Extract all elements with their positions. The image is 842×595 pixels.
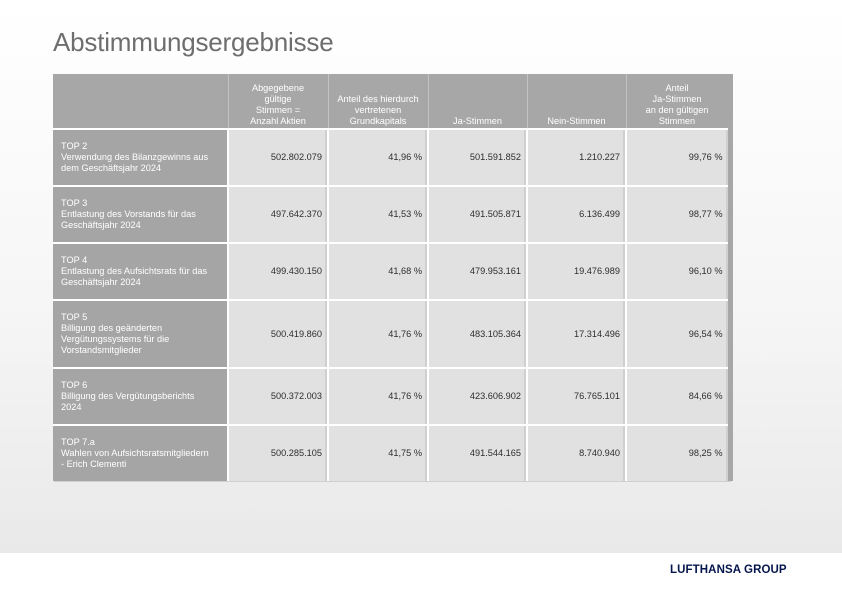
header-item — [53, 74, 228, 129]
anteil-cell: 41,53 % — [327, 185, 428, 243]
agenda-item-text: - Erich Clementi — [61, 459, 127, 469]
agenda-item-number: TOP 2 — [61, 141, 88, 151]
header-line: Anteil des hierdurch — [337, 94, 419, 104]
nein-stimmen-cell: 19.476.989 — [526, 242, 626, 300]
agenda-item-number: TOP 6 — [61, 380, 88, 390]
ja-anteil-cell: 96,54 % — [625, 299, 733, 368]
ja-anteil-cell: 84,66 % — [625, 367, 733, 425]
agenda-item-text: Entlastung des Vorstands für das — [61, 209, 196, 219]
ja-anteil-cell: 99,76 % — [625, 128, 733, 186]
ja-anteil-cell: 98,77 % — [625, 185, 733, 243]
agenda-item-label: TOP 5 Billigung des geänderten Vergütung… — [53, 299, 228, 368]
ja-anteil-cell: 98,25 % — [625, 424, 733, 481]
agenda-item-text: Vorstandsmitglieder — [61, 345, 142, 355]
agenda-item-label: TOP 2 Verwendung des Bilanzgewinns aus d… — [53, 128, 228, 186]
agenda-item-text: Verwendung des Bilanzgewinns aus — [61, 152, 209, 162]
header-line: Stimmen — [658, 116, 696, 126]
header-nein-stimmen: Nein-Stimmen — [526, 74, 626, 129]
table-row: TOP 7.a Wahlen von Aufsichtsratsmitglied… — [53, 424, 733, 481]
header-line: Nein-Stimmen — [547, 116, 606, 126]
stimmen-cell: 500.419.860 — [227, 299, 328, 368]
agenda-item-text: Entlastung des Aufsichtsrats für das — [61, 266, 208, 276]
ja-stimmen-cell: 423.606.902 — [427, 367, 527, 425]
agenda-item-label: TOP 6 Billigung des Vergütungsberichts 2… — [53, 367, 228, 425]
agenda-item-text: Wahlen von Aufsichtsratsmitgliedern — [61, 448, 209, 458]
agenda-item-text: Geschäftsjahr 2024 — [61, 277, 141, 287]
stimmen-cell: 497.642.370 — [227, 185, 328, 243]
nein-stimmen-cell: 8.740.940 — [526, 424, 626, 481]
stimmen-cell: 500.372.003 — [227, 367, 328, 425]
header-line: an den gültigen — [645, 105, 709, 115]
footer-bar — [0, 553, 842, 595]
ja-stimmen-cell: 479.953.161 — [427, 242, 527, 300]
anteil-cell: 41,68 % — [327, 242, 428, 300]
header-line: Ja-Stimmen — [452, 116, 502, 126]
agenda-item-text: Billigung des Vergütungsberichts — [61, 391, 195, 401]
agenda-item-text: 2024 — [61, 402, 82, 412]
agenda-item-text: Geschäftsjahr 2024 — [61, 220, 141, 230]
nein-stimmen-cell: 6.136.499 — [526, 185, 626, 243]
nein-stimmen-cell: 1.210.227 — [526, 128, 626, 186]
anteil-cell: 41,76 % — [327, 367, 428, 425]
table-row: TOP 6 Billigung des Vergütungsberichts 2… — [53, 367, 733, 425]
stimmen-cell: 499.430.150 — [227, 242, 328, 300]
agenda-item-number: TOP 7.a — [61, 437, 95, 447]
header-line: vertretenen — [354, 105, 402, 115]
nein-stimmen-cell: 76.765.101 — [526, 367, 626, 425]
table-row: TOP 2 Verwendung des Bilanzgewinns aus d… — [53, 128, 733, 186]
header-line: gültige — [264, 94, 292, 104]
nein-stimmen-cell: 17.314.496 — [526, 299, 626, 368]
stimmen-cell: 502.802.079 — [227, 128, 328, 186]
anteil-cell: 41,96 % — [327, 128, 428, 186]
agenda-item-number: TOP 4 — [61, 255, 88, 265]
header-abgegebene-stimmen: Abgegebene gültige Stimmen = Anzahl Akti… — [227, 74, 328, 129]
table-header-row: Abgegebene gültige Stimmen = Anzahl Akti… — [53, 74, 733, 129]
table-row: TOP 4 Entlastung des Aufsichtsrats für d… — [53, 242, 733, 300]
table-row: TOP 5 Billigung des geänderten Vergütung… — [53, 299, 733, 368]
page-title: Abstimmungsergebnisse — [53, 27, 334, 57]
header-anteil-ja-stimmen: Anteil Ja-Stimmen an den gültigen Stimme… — [625, 74, 733, 129]
header-anteil-grundkapital: Anteil des hierdurch vertretenen Grundka… — [327, 74, 428, 129]
ja-stimmen-cell: 483.105.364 — [427, 299, 527, 368]
stimmen-cell: 500.285.105 — [227, 424, 328, 481]
header-line: Anteil — [665, 83, 689, 93]
agenda-item-number: TOP 3 — [61, 198, 88, 208]
agenda-item-number: TOP 5 — [61, 312, 88, 322]
results-table: Abgegebene gültige Stimmen = Anzahl Akti… — [53, 74, 733, 481]
header-line: Stimmen = — [255, 105, 301, 115]
anteil-cell: 41,75 % — [327, 424, 428, 481]
table-row: TOP 3 Entlastung des Vorstands für das G… — [53, 185, 733, 243]
agenda-item-text: dem Geschäftsjahr 2024 — [61, 163, 162, 173]
ja-stimmen-cell: 491.505.871 — [427, 185, 527, 243]
agenda-item-text: Vergütungssystems für die — [61, 334, 170, 344]
lufthansa-group-logo: LUFTHANSA GROUP — [670, 564, 787, 576]
ja-stimmen-cell: 491.544.165 — [427, 424, 527, 481]
header-line: Grundkapitals — [349, 116, 407, 126]
agenda-item-label: TOP 3 Entlastung des Vorstands für das G… — [53, 185, 228, 243]
agenda-item-label: TOP 4 Entlastung des Aufsichtsrats für d… — [53, 242, 228, 300]
ja-anteil-cell: 96,10 % — [625, 242, 733, 300]
agenda-item-label: TOP 7.a Wahlen von Aufsichtsratsmitglied… — [53, 424, 228, 481]
header-ja-stimmen: Ja-Stimmen — [427, 74, 527, 129]
anteil-cell: 41,76 % — [327, 299, 428, 368]
ja-stimmen-cell: 501.591.852 — [427, 128, 527, 186]
header-line: Abgegebene — [251, 83, 305, 93]
header-line: Ja-Stimmen — [652, 94, 702, 104]
agenda-item-text: Billigung des geänderten — [61, 323, 163, 333]
header-line: Anzahl Aktien — [250, 116, 306, 126]
